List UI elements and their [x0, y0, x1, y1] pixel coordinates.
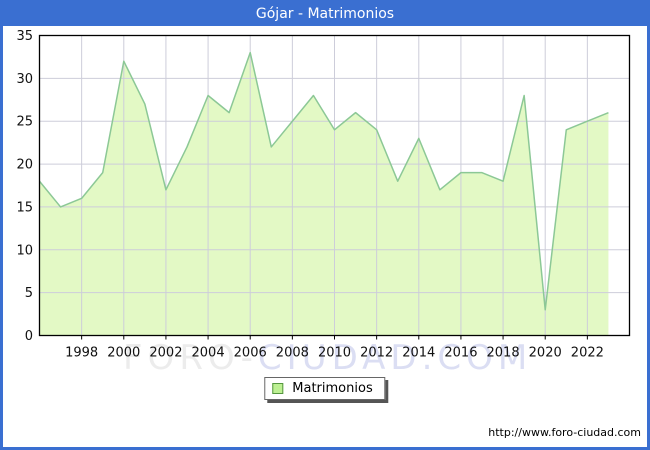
- x-tick-label: 2002: [149, 346, 182, 361]
- legend-label: Matrimonios: [292, 381, 373, 396]
- area-fill-matrimonios: [39, 52, 609, 336]
- legend-box: Matrimonios: [264, 377, 386, 400]
- chart-svg: 0 5 10 15 20 25 30 35 1998 2000 2002 2004 2006 2008 20…: [16, 29, 631, 361]
- x-tick-label: 2020: [529, 346, 562, 361]
- title-bar: Gójar - Matrimonios: [3, 3, 647, 26]
- x-tick-label: 2022: [571, 346, 604, 361]
- x-tick-label: 2010: [318, 346, 351, 361]
- x-tick-label: 2006: [234, 346, 267, 361]
- y-tick-label: 10: [16, 243, 33, 258]
- x-tick-label: 2000: [107, 346, 140, 361]
- legend-swatch-icon: [272, 383, 284, 394]
- watermark: FORO-CIUDAD.COM: [123, 338, 532, 378]
- x-tick-label: 2008: [276, 346, 309, 361]
- y-tick-label: 20: [16, 158, 33, 173]
- y-tick-label: 0: [25, 329, 33, 344]
- x-tick-label: 2016: [444, 346, 477, 361]
- footer-url: http://www.foro-ciudad.com: [488, 426, 641, 439]
- y-tick-label: 35: [16, 29, 33, 44]
- chart-canvas: FORO-CIUDAD.COM 0 5 10 15 20 25 30 35 1998 2000 20…: [3, 26, 647, 447]
- chart-title: Gójar - Matrimonios: [255, 6, 395, 22]
- x-tick-label: 2004: [192, 346, 225, 361]
- watermark-ciudad-text: CIUDAD.COM: [257, 338, 533, 378]
- y-tick-label: 25: [16, 115, 33, 130]
- watermark-foro-text: FORO-: [123, 338, 258, 378]
- x-tick-label: 2012: [360, 346, 393, 361]
- x-tick-label: 2018: [487, 346, 520, 361]
- x-tick-label: 1998: [65, 346, 98, 361]
- y-tick-label: 5: [25, 286, 33, 301]
- y-tick-label: 30: [16, 72, 33, 87]
- series-line-matrimonios: [38, 51, 609, 311]
- y-tick-label: 15: [16, 200, 33, 215]
- x-tick-label: 2014: [402, 346, 435, 361]
